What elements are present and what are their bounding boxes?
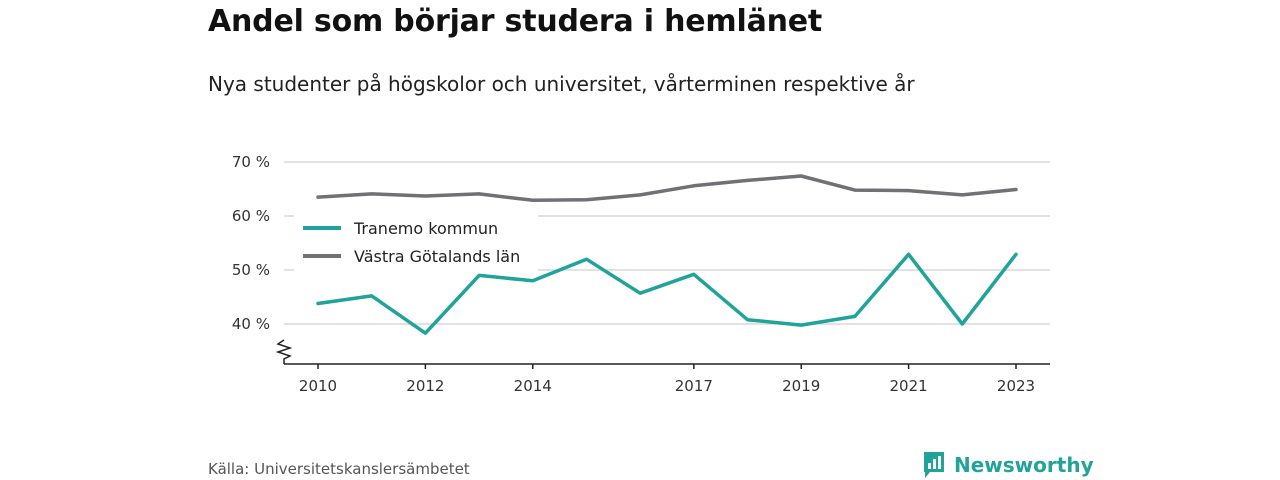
- x-tick-label: 2023: [997, 377, 1035, 395]
- legend-label: Västra Götalands län: [354, 247, 520, 266]
- legend: Tranemo kommun Västra Götalands län: [294, 212, 538, 272]
- newsworthy-chart-icon: [924, 452, 944, 478]
- x-tick-label: 2010: [299, 377, 337, 395]
- x-tick-label: 2017: [675, 377, 713, 395]
- series-line: [316, 252, 1018, 335]
- y-axis-break: [275, 339, 293, 364]
- chart-subtitle: Nya studenter på högskolor och universit…: [208, 72, 915, 96]
- newsworthy-logo: Newsworthy: [922, 451, 1094, 479]
- source-note: Källa: Universitetskanslersämbetet: [208, 460, 470, 478]
- y-tick-label: 70 %: [232, 153, 270, 171]
- legend-background: [294, 212, 538, 272]
- y-tick-label: 50 %: [232, 261, 270, 279]
- axes: 70 % 60 % 50 % 40 % 2010 2012 2014 2017 2019 2021…: [232, 153, 1050, 395]
- x-tick-label: 2014: [514, 377, 552, 395]
- series-line: [316, 174, 1018, 203]
- x-tick-label: 2019: [782, 377, 820, 395]
- x-tick-label: 2012: [406, 377, 444, 395]
- legend-label: Tranemo kommun: [353, 219, 498, 238]
- y-tick-label: 60 %: [232, 207, 270, 225]
- brand-name: Newsworthy: [954, 453, 1094, 477]
- chart-title: Andel som börjar studera i hemlänet: [208, 4, 823, 39]
- x-tick-label: 2021: [890, 377, 928, 395]
- y-tick-label: 40 %: [232, 315, 270, 333]
- series-lines: [316, 174, 1018, 335]
